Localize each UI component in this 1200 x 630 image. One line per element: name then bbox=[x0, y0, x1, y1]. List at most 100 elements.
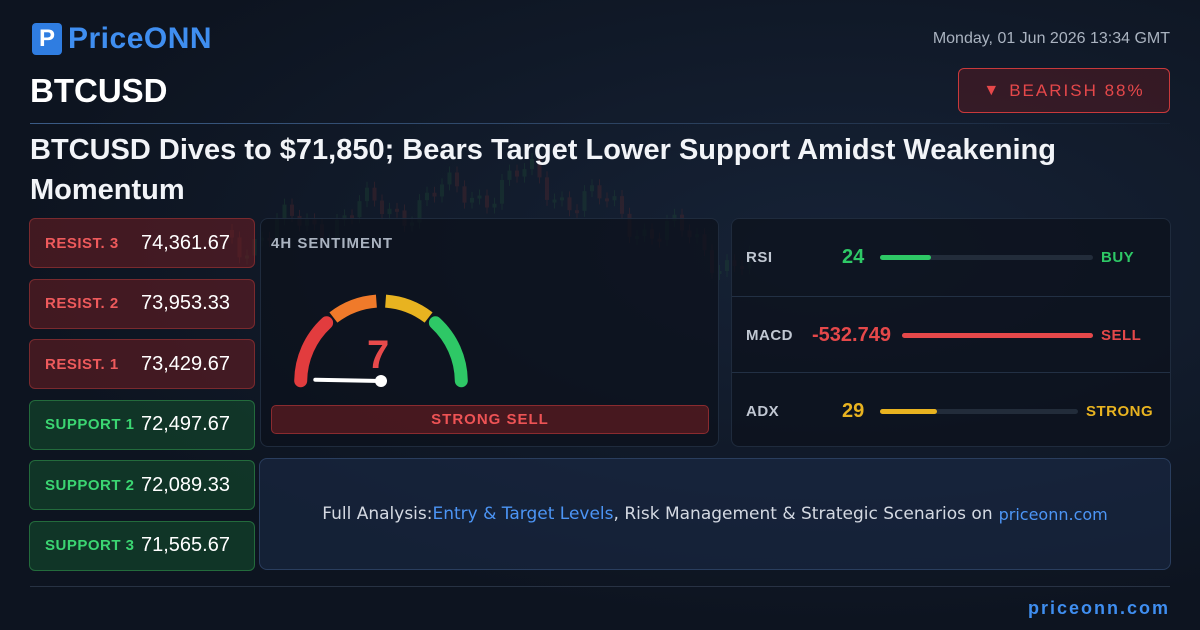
level-support-3: SUPPORT 3 71,565.67 bbox=[29, 520, 255, 571]
cta-suffix: , Risk Management & Strategic Scenarios … bbox=[613, 504, 993, 524]
bg-candle-body bbox=[417, 200, 422, 223]
bg-candle-body bbox=[605, 198, 609, 202]
gauge-arc-yellow bbox=[384, 294, 433, 323]
timestamp: Monday, 01 Jun 2026 13:34 GMT bbox=[932, 30, 1170, 47]
level-value: 74,361.67 bbox=[141, 231, 230, 254]
level-support-1: SUPPORT 1 72,497.67 bbox=[29, 399, 255, 450]
bg-candle-body bbox=[725, 260, 729, 272]
bg-candle-body bbox=[470, 197, 474, 203]
level-value: 72,089.33 bbox=[141, 473, 230, 496]
indicator-value: 29 bbox=[842, 400, 865, 422]
bg-candle-body bbox=[507, 170, 512, 180]
symbol-title: BTCUSD bbox=[30, 72, 168, 109]
sentiment-title: 4H SENTIMENT bbox=[271, 235, 394, 252]
cta-site-link[interactable]: priceonn.com bbox=[998, 504, 1108, 524]
level-support-2: SUPPORT 2 72,089.33 bbox=[29, 460, 255, 510]
gauge-arc-red bbox=[294, 316, 334, 388]
indicator-rsi: RSI 24 BUY bbox=[732, 219, 1170, 295]
bg-candle-body bbox=[485, 195, 489, 208]
bias-badge: ▼ BEARISH 88% bbox=[958, 68, 1170, 113]
bg-candle-body bbox=[432, 192, 437, 197]
sentiment-score: 7 bbox=[367, 333, 390, 377]
bg-candle-body bbox=[477, 195, 482, 199]
indicator-bar bbox=[880, 255, 1093, 260]
level-label: SUPPORT 2 bbox=[45, 476, 135, 494]
bg-candle-body bbox=[440, 184, 444, 197]
level-value: 72,497.67 bbox=[141, 413, 230, 435]
headline: BTCUSD Dives to $71,850; Bears Target Lo… bbox=[30, 134, 1056, 206]
full-analysis-banner[interactable]: Full Analysis: Entry & Target Levels , R… bbox=[259, 458, 1171, 570]
header-divider bbox=[30, 123, 1170, 124]
bg-candle-body bbox=[380, 200, 384, 215]
level-label: RESIST. 1 bbox=[45, 355, 119, 373]
key-levels: RESIST. 3 74,361.67 RESIST. 2 73,953.33 … bbox=[29, 218, 255, 581]
bg-candle-body bbox=[395, 208, 399, 212]
bg-candle-body bbox=[537, 158, 542, 178]
indicator-bar-fill bbox=[880, 255, 932, 260]
level-resist-2: RESIST. 2 73,953.33 bbox=[29, 278, 255, 329]
gauge-arc-orange bbox=[329, 294, 378, 323]
indicator-adx: ADX 29 STRONG bbox=[732, 372, 1170, 448]
indicator-bar-fill bbox=[880, 409, 938, 414]
bg-candle-body bbox=[612, 196, 617, 201]
gauge-arc-green bbox=[428, 316, 468, 388]
bg-candle-body bbox=[515, 170, 519, 177]
level-label: RESIST. 3 bbox=[45, 234, 119, 252]
level-resist-3: RESIST. 3 74,361.67 bbox=[29, 218, 255, 268]
bg-candle-body bbox=[582, 191, 587, 211]
logo-text: PriceONN bbox=[68, 22, 213, 55]
bg-candle-body bbox=[282, 204, 287, 220]
bg-candle-body bbox=[672, 214, 677, 221]
bg-candle-body bbox=[425, 192, 429, 201]
indicator-bar bbox=[880, 409, 1078, 414]
bg-candle-body bbox=[455, 172, 459, 187]
cta-prefix: Full Analysis: bbox=[322, 504, 433, 524]
sentiment-gauge bbox=[294, 294, 468, 388]
logo-mark-icon: P bbox=[32, 23, 62, 55]
bg-candle-body bbox=[552, 199, 557, 203]
sentiment-panel: 4H SENTIMENT 7 STRONG SELL bbox=[260, 218, 719, 447]
bg-candle-body bbox=[500, 179, 504, 204]
bg-candle-body bbox=[545, 177, 549, 200]
indicator-name: ADX bbox=[746, 403, 780, 420]
bg-candle-body bbox=[350, 215, 354, 219]
indicators-panel: RSI 24 BUY MACD -532.749 SELL ADX 29 STR… bbox=[731, 218, 1171, 447]
bg-candle-body bbox=[575, 210, 579, 214]
bg-candle-body bbox=[372, 187, 377, 201]
indicator-value: 24 bbox=[842, 246, 865, 268]
bg-candle-body bbox=[522, 169, 527, 177]
indicator-signal: SELL bbox=[1101, 327, 1142, 344]
indicator-signal: BUY bbox=[1101, 249, 1135, 266]
bg-candle-body bbox=[342, 215, 347, 220]
bg-candle-body bbox=[365, 187, 369, 202]
bg-candle-body bbox=[530, 158, 534, 170]
bg-candle-body bbox=[387, 208, 392, 215]
indicator-bar bbox=[902, 333, 1093, 338]
indicator-name: RSI bbox=[746, 249, 773, 266]
level-label: SUPPORT 3 bbox=[45, 537, 135, 554]
bg-candle-body bbox=[357, 201, 362, 218]
footer-site-link[interactable]: priceonn.com bbox=[1027, 598, 1170, 618]
level-label: SUPPORT 1 bbox=[45, 416, 135, 433]
cta-highlight-link[interactable]: Entry & Target Levels bbox=[432, 504, 614, 524]
bg-candle-body bbox=[290, 204, 294, 216]
level-value: 73,953.33 bbox=[141, 292, 230, 314]
gauge-pivot bbox=[375, 375, 387, 387]
level-value: 73,429.67 bbox=[141, 352, 230, 375]
bg-candle-body bbox=[492, 203, 497, 208]
indicator-signal: STRONG bbox=[1086, 403, 1154, 420]
level-value: 71,565.67 bbox=[141, 534, 230, 556]
indicator-name: MACD bbox=[746, 327, 793, 344]
footer-divider bbox=[30, 586, 1170, 587]
bg-candle-body bbox=[447, 172, 452, 185]
bg-candle-body bbox=[590, 185, 594, 192]
sentiment-signal-badge: STRONG SELL bbox=[271, 405, 709, 434]
indicator-bar-fill bbox=[902, 333, 1093, 338]
level-resist-1: RESIST. 1 73,429.67 bbox=[29, 339, 255, 389]
gauge-needle bbox=[313, 377, 383, 383]
bg-candle-body bbox=[462, 186, 467, 203]
triangle-down-icon: ▼ bbox=[983, 81, 1000, 99]
indicator-macd: MACD -532.749 SELL bbox=[732, 296, 1170, 372]
level-label: RESIST. 2 bbox=[45, 295, 119, 312]
brand-logo[interactable]: P PriceONN bbox=[32, 22, 212, 56]
